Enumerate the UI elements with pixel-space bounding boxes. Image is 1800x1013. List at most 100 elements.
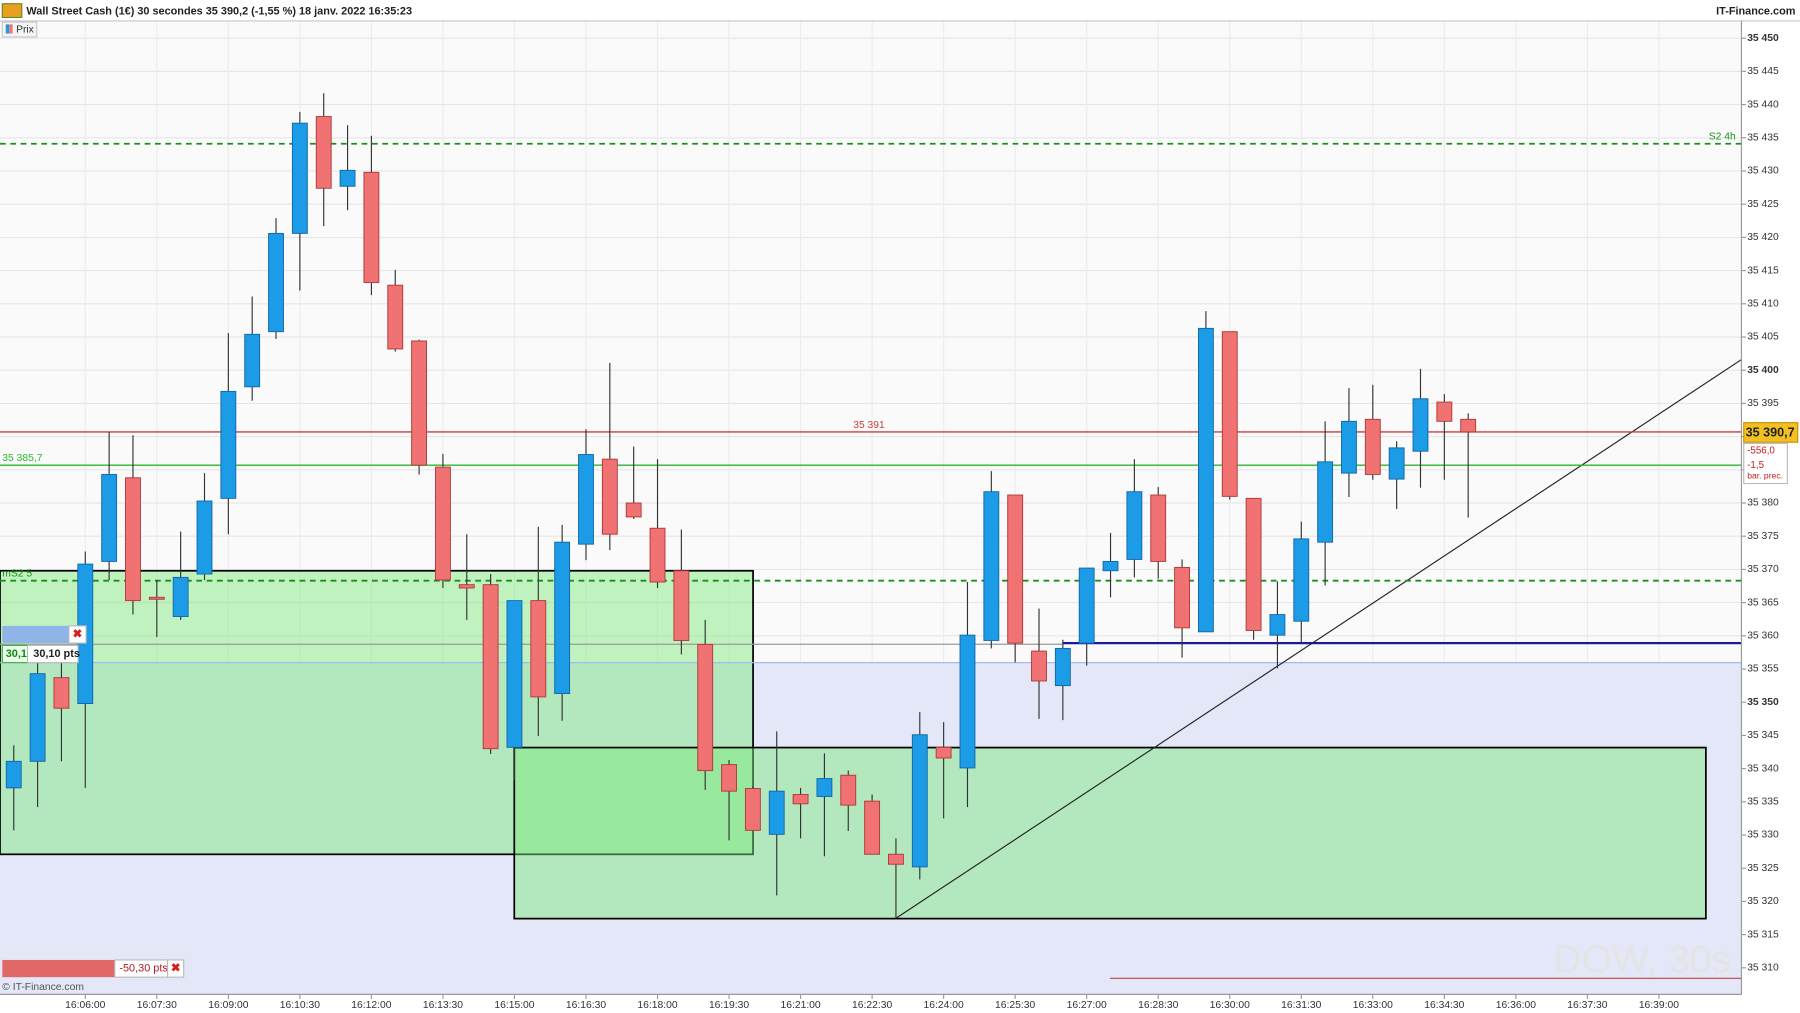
price-info (1743, 442, 1788, 485)
level-label: S2 4h (1709, 132, 1736, 143)
y-tick-label: 35 335 (1747, 797, 1779, 808)
candle-body (1412, 398, 1429, 452)
y-tick-label: 35 340 (1747, 763, 1779, 774)
candle-body (1317, 461, 1334, 543)
x-tick-label: 16:28:30 (1138, 1000, 1178, 1011)
order-box (2, 959, 115, 978)
candle-body (959, 634, 976, 769)
candle-body (268, 232, 284, 333)
x-tick-label: 16:30:00 (1210, 1000, 1250, 1011)
candle-body (721, 764, 737, 792)
level-label: mS2 5 (2, 569, 32, 580)
candle-body (315, 116, 332, 189)
y-tick-label: 35 420 (1747, 232, 1779, 243)
candle-body (1007, 494, 1024, 644)
candle-body (5, 760, 22, 789)
source: IT-Finance.com (1716, 6, 1796, 18)
order-gain: 30,10 pts (33, 648, 80, 660)
order-qty: 30,1 (6, 648, 27, 660)
candle-body (244, 333, 261, 388)
copyright: © IT-Finance.com (2, 982, 84, 993)
x-tick-label: 16:31:30 (1281, 1000, 1321, 1011)
candle-body (1245, 497, 1262, 631)
candle-body (1269, 614, 1286, 636)
order-close-icon[interactable]: ✖ (171, 963, 181, 975)
order-loss: -50,30 pts (119, 962, 168, 974)
x-tick-label: 16:10:30 (280, 1000, 320, 1011)
x-tick-label: 16:39:00 (1639, 1000, 1679, 1011)
candle-body (864, 800, 881, 855)
y-tick-label: 35 315 (1747, 929, 1779, 940)
watermark: DOW, 30s (1553, 939, 1731, 982)
y-tick-label: 35 360 (1747, 631, 1779, 642)
y-tick-label: 35 430 (1747, 166, 1779, 177)
candle-body (1221, 331, 1238, 497)
y-tick-label: 35 445 (1747, 66, 1779, 77)
legend-swatch (9, 24, 13, 34)
candle-body (1078, 567, 1095, 644)
y-tick-label: 35 425 (1747, 199, 1779, 210)
legend-swatch (5, 24, 10, 34)
y-tick-label: 35 450 (1747, 33, 1779, 44)
candle-body (435, 466, 451, 581)
candle-body (840, 774, 857, 806)
y-tick-label: 35 365 (1747, 597, 1779, 608)
price-tag (1743, 422, 1799, 443)
y-tick-label: 35 380 (1747, 498, 1779, 509)
header (0, 0, 1800, 21)
y-tick-label: 35 370 (1747, 564, 1779, 575)
candle-body (1031, 650, 1047, 682)
x-tick-label: 16:13:30 (423, 1000, 463, 1011)
x-tick-label: 16:19:30 (709, 1000, 749, 1011)
x-tick-label: 16:09:00 (208, 1000, 248, 1011)
x-tick-label: 16:06:00 (65, 1000, 105, 1011)
order-close-icon[interactable]: ✖ (73, 629, 83, 641)
candle-body (196, 500, 213, 575)
x-tick-label: 16:27:00 (1067, 1000, 1107, 1011)
candle-body (411, 340, 428, 466)
x-tick-label: 16:22:30 (852, 1000, 892, 1011)
y-tick-label: 35 325 (1747, 863, 1779, 874)
candle-body (482, 584, 499, 750)
candle-body (530, 600, 547, 698)
candle-body (816, 778, 833, 797)
y-tick-label: 35 345 (1747, 730, 1779, 741)
chart-title: Wall Street Cash (1€) 30 secondes 35 390… (26, 6, 412, 18)
candle-body (1054, 647, 1071, 687)
y-tick-label: 35 320 (1747, 896, 1779, 907)
levels: S2 4h 35 391 35 385,7 mS2 5 (0, 132, 1742, 582)
order-close[interactable] (167, 959, 185, 978)
candle-body (1150, 494, 1167, 562)
candle-body (888, 853, 904, 865)
candle-body (983, 491, 1000, 641)
candle-body (148, 596, 165, 600)
x-tick-label: 16:33:00 (1353, 1000, 1393, 1011)
candle-body (1341, 420, 1357, 474)
candle-body (506, 600, 523, 748)
y-tick-label: 35 330 (1747, 830, 1779, 841)
candle-body (697, 643, 714, 772)
y-tick-label: 35 395 (1747, 398, 1779, 409)
candle-body (1293, 538, 1310, 622)
candle-body (578, 454, 594, 545)
logo (1, 3, 23, 19)
zone-box (0, 569, 754, 856)
y-tick-label: 35 310 (1747, 963, 1779, 974)
x-tick-label: 16:18:00 (637, 1000, 677, 1011)
price-note: bar. prec. (1747, 470, 1783, 480)
price-tag-label: 35 390,7 (1746, 425, 1795, 439)
candle-body (935, 746, 952, 759)
y-tick-label: 35 375 (1747, 531, 1779, 542)
candle-body (744, 788, 761, 831)
candle-body (673, 570, 690, 641)
candle-body (387, 284, 404, 350)
candle-body (125, 477, 141, 602)
y-tick-label: 35 440 (1747, 99, 1779, 110)
level-label: 35 385,7 (2, 453, 42, 464)
order-close[interactable] (68, 625, 87, 644)
candle-body (625, 502, 642, 518)
y-tick-label: 35 405 (1747, 332, 1779, 343)
candle-body (1388, 447, 1405, 480)
